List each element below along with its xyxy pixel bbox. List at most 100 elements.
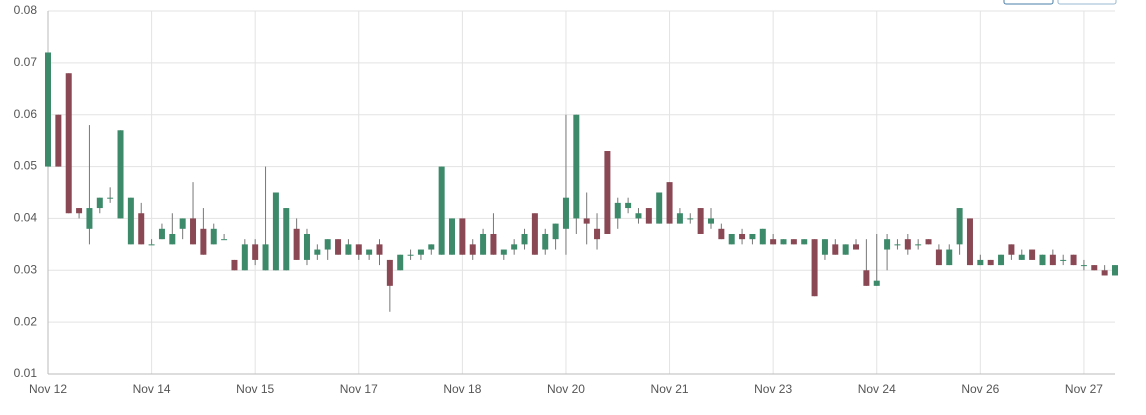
x-tick-label: Nov 23 — [754, 382, 792, 396]
candle-body — [76, 208, 83, 214]
candle-body — [55, 114, 62, 167]
candle-body — [676, 213, 683, 224]
y-tick-label: 0.05 — [14, 159, 38, 173]
candle-body — [148, 244, 155, 246]
candle-body — [490, 233, 497, 255]
candle-body — [262, 244, 269, 271]
candle-body — [614, 202, 621, 219]
candle-body — [853, 244, 860, 250]
x-tick-label: Nov 14 — [133, 382, 171, 396]
candle-body — [811, 239, 818, 297]
candle-body — [801, 239, 808, 245]
candle-body — [127, 197, 134, 245]
candle-body — [780, 239, 787, 245]
candle-body — [459, 218, 466, 255]
candle-body — [366, 249, 373, 255]
candle-body — [241, 244, 248, 271]
candle-body — [759, 228, 766, 245]
candle-body — [935, 249, 942, 266]
candle-body — [863, 270, 870, 286]
candle-body — [739, 233, 746, 240]
candle-body — [449, 218, 456, 255]
candle-body — [480, 233, 487, 255]
candle-body — [542, 233, 549, 250]
candle-body — [656, 192, 663, 224]
candle-body — [635, 213, 642, 219]
candle-body — [749, 233, 756, 240]
x-tick-label: Nov 17 — [340, 382, 378, 396]
x-tick-label: Nov 15 — [236, 382, 274, 396]
candle-body — [221, 239, 228, 241]
candle-body — [1049, 254, 1056, 266]
toolbar-button[interactable] — [1003, 0, 1054, 5]
candle-body — [521, 233, 528, 245]
candle-body — [531, 213, 538, 255]
candle-body — [1060, 259, 1067, 261]
candle-body — [707, 218, 714, 224]
candle-body — [86, 208, 93, 229]
y-tick-label: 0.01 — [14, 366, 38, 380]
candle-body — [697, 208, 704, 234]
candle-body — [469, 244, 476, 255]
candle-body — [1029, 249, 1036, 260]
candle-body — [790, 239, 797, 245]
candle-body — [335, 239, 342, 255]
candle-body — [594, 228, 601, 240]
candle-body — [511, 244, 518, 250]
x-tick-label: Nov 27 — [1065, 382, 1103, 396]
x-tick-label: Nov 21 — [651, 382, 689, 396]
candle-body — [956, 208, 963, 245]
candle-body — [417, 249, 424, 255]
candle-body — [65, 73, 72, 214]
candle-body — [438, 166, 445, 255]
y-tick-label: 0.07 — [14, 55, 38, 69]
candle-body — [666, 182, 673, 224]
candle-body — [45, 52, 51, 167]
candle-body — [293, 228, 300, 260]
candle-body — [345, 244, 352, 255]
y-tick-label: 0.08 — [14, 3, 38, 17]
candle-body — [138, 213, 145, 245]
candle-body — [324, 239, 331, 250]
candle-body — [625, 202, 632, 209]
candle-body — [687, 218, 694, 220]
candle-body — [552, 223, 559, 240]
candle-body — [946, 249, 953, 266]
candle-body — [832, 244, 839, 255]
candle-body — [1101, 270, 1108, 276]
candle-body — [573, 114, 580, 219]
candle-body — [1080, 265, 1087, 267]
candle-body — [842, 244, 849, 255]
candle-body — [272, 192, 279, 271]
candle-body — [169, 233, 176, 245]
candle-body — [355, 244, 362, 255]
candle-body — [1008, 244, 1015, 255]
candle-body — [303, 233, 310, 260]
candle-body — [998, 254, 1005, 266]
x-tick-label: Nov 20 — [547, 382, 585, 396]
toolbar-button[interactable] — [1057, 0, 1117, 5]
candle-body — [884, 239, 891, 250]
candle-body — [407, 254, 414, 256]
candle-body — [397, 254, 404, 271]
candle-body — [728, 233, 735, 245]
candle-body — [158, 228, 165, 240]
candle-body — [1039, 254, 1046, 266]
candle-body — [977, 259, 984, 266]
x-tick-label: Nov 12 — [29, 382, 67, 396]
y-tick-label: 0.06 — [14, 107, 38, 121]
candle-body — [1070, 254, 1077, 266]
y-tick-label: 0.04 — [14, 211, 38, 225]
y-tick-label: 0.03 — [14, 262, 38, 276]
candle-body — [252, 244, 259, 260]
candle-body — [314, 249, 321, 255]
candle-body — [179, 218, 186, 229]
x-tick-label: Nov 18 — [443, 382, 481, 396]
candle-body — [210, 228, 217, 245]
candle-body — [718, 228, 725, 240]
x-tick-label: Nov 26 — [961, 382, 999, 396]
candle-body — [428, 244, 435, 250]
candle-body — [583, 218, 590, 224]
